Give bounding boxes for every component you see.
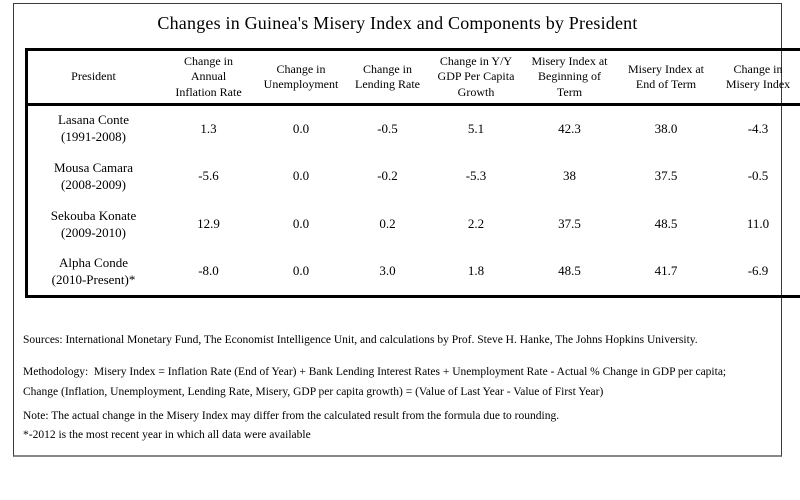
president-name: Lasana Conte	[57, 112, 130, 128]
value-cell: 0.0	[292, 216, 310, 232]
president-name: Mousa Camara	[53, 159, 134, 175]
value-cell: 1.8	[467, 263, 485, 279]
value-cell: 3.0	[379, 263, 396, 279]
value-cell: -4.3	[747, 120, 769, 136]
table-header: President Change in Annual Inflation Rate…	[26, 50, 800, 105]
column-header: Change in Lending Rate	[355, 61, 420, 91]
value-cell: 1.3	[200, 120, 217, 136]
president-cell: Sekouba Konate (2009-2010)	[27, 201, 160, 249]
sources-note: Sources: International Monetary Fund, Th…	[23, 334, 698, 346]
table-body: Lasana Conte (1991-2008) 1.3 0.0 -0.5 5.1 42.3…	[27, 105, 800, 297]
value-cell: 42.3	[558, 120, 581, 136]
value-cell: -8.0	[198, 263, 219, 279]
value-cell: 0.2	[379, 216, 396, 232]
value-cell: 38.0	[654, 120, 678, 136]
president-term: (2009-2010)	[61, 224, 126, 240]
column-header: President	[71, 69, 116, 84]
value-cell: 41.7	[654, 263, 678, 279]
value-cell: -5.3	[465, 168, 487, 184]
value-cell: 38	[563, 168, 576, 184]
president-term: (2010-Present)*	[51, 271, 136, 287]
column-header: Change in Y/Y GDP Per Capita Growth	[437, 53, 515, 99]
value-cell: 37.5	[558, 216, 581, 232]
methodology-note-line1: Methodology: Misery Index = Inflation Ra…	[23, 366, 727, 378]
value-cell: -6.9	[747, 263, 769, 279]
rounding-note: Note: The actual change in the Misery In…	[23, 410, 560, 422]
president-term: (1991-2008)	[61, 129, 126, 145]
value-cell: 11.0	[746, 216, 770, 232]
data-availability-footnote: *-2012 is the most recent year in which …	[23, 429, 311, 441]
misery-index-table: President Change in Annual Inflation Rate…	[25, 48, 800, 298]
outer-frame: Changes in Guinea's Misery Index and Com…	[13, 3, 800, 457]
value-cell: 0.0	[292, 168, 310, 184]
column-header: Change in Misery Index	[725, 61, 791, 91]
table-header-row: President Change in Annual Inflation Rate…	[26, 50, 800, 105]
value-cell: 0.0	[292, 120, 310, 136]
value-cell: 2.2	[467, 216, 485, 232]
president-name: Alpha Conde	[59, 254, 128, 270]
methodology-note-line2: Change (Inflation, Unemployment, Lending…	[23, 386, 604, 398]
value-cell: -0.5	[377, 120, 398, 136]
president-cell: Lasana Conte (1991-2008)	[27, 105, 160, 153]
table-row: Mousa Camara (2008-2009) -5.6 0.0 -0.2 -5.3 38…	[27, 153, 800, 201]
table-row: Sekouba Konate (2009-2010) 12.9 0.0 0.2 2.2 37…	[27, 201, 800, 249]
value-cell: 0.0	[292, 263, 310, 279]
column-header: Misery Index at End of Term	[628, 61, 704, 91]
table-row: Alpha Conde (2010-Present)* -8.0 0.0 3.0 1.8 4…	[27, 249, 800, 297]
value-cell: 48.5	[654, 216, 678, 232]
president-term: (2008-2009)	[61, 176, 126, 192]
president-cell: Alpha Conde (2010-Present)*	[27, 249, 160, 297]
president-name: Sekouba Konate	[50, 207, 137, 223]
value-cell: -0.2	[377, 168, 398, 184]
value-cell: 5.1	[467, 120, 485, 136]
value-cell: -5.6	[198, 168, 219, 184]
column-header: Change in Unemployment	[263, 61, 339, 91]
column-header: Misery Index at Beginning of Term	[531, 53, 608, 99]
value-cell: 12.9	[197, 216, 220, 232]
value-cell: -0.5	[747, 168, 769, 184]
column-header: Change in Annual Inflation Rate	[175, 53, 242, 99]
page-title: Changes in Guinea's Misery Index and Com…	[157, 13, 638, 33]
president-cell: Mousa Camara (2008-2009)	[27, 153, 160, 201]
table-row: Lasana Conte (1991-2008) 1.3 0.0 -0.5 5.1 42.3…	[27, 105, 800, 153]
value-cell: 37.5	[654, 168, 678, 184]
value-cell: 48.5	[558, 263, 581, 279]
